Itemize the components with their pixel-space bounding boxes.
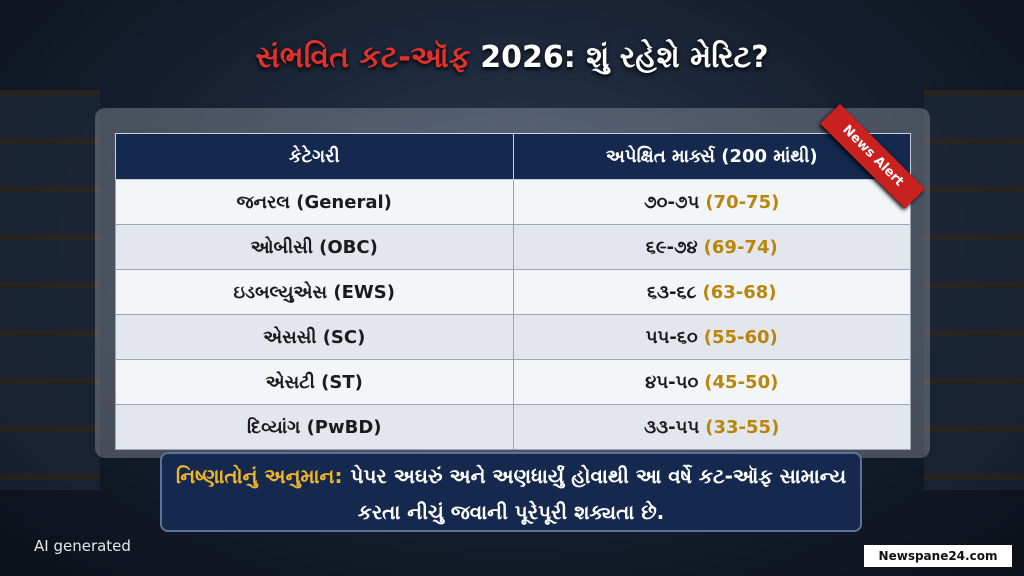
- table-row: એસસી (SC) ૫૫-૬૦ (55-60): [115, 314, 911, 360]
- category-cell: ઇડબલ્યુએસ (EWS): [115, 269, 514, 315]
- note-label: નિષ્ણાતોનું અનુમાન:: [175, 464, 343, 488]
- header-row: કેટેગરી અપેક્ષિત માર્ક્સ (200 માંથી): [115, 133, 911, 180]
- marks-gujarati: ૩૩-૫૫: [644, 416, 700, 438]
- table-row: દિવ્યાંગ (PwBD) ૩૩-૫૫ (33-55): [115, 404, 911, 450]
- title-rest: 2026: શું રહેશે મેરિટ?: [480, 40, 769, 75]
- cutoff-table: કેટેગરી અપેક્ષિત માર્ક્સ (200 માંથી) જનર…: [115, 133, 911, 450]
- title-highlight: સંભવિત કટ-ઑફ: [255, 40, 471, 75]
- marks-cell: ૭૦-૭૫ (70-75): [512, 179, 911, 225]
- marks-gujarati: ૫૫-૬૦: [645, 326, 698, 348]
- site-label: Newspane24.com: [864, 545, 1012, 567]
- marks-gujarati: ૬૩-૬૮: [646, 281, 697, 303]
- column-header: કેટેગરી: [115, 133, 514, 180]
- background-shelf: [924, 90, 1024, 490]
- table-row: એસટી (ST) ૪૫-૫૦ (45-50): [115, 359, 911, 405]
- table-row: જનરલ (General) ૭૦-૭૫ (70-75): [115, 179, 911, 225]
- category-cell: ઓબીસી (OBC): [115, 224, 514, 270]
- marks-latin: (63-68): [702, 281, 777, 303]
- background-shelf: [0, 90, 100, 490]
- marks-latin: (69-74): [703, 236, 778, 258]
- marks-cell: ૪૫-૫૦ (45-50): [512, 359, 911, 405]
- marks-cell: ૬૩-૬૮ (63-68): [512, 269, 911, 315]
- category-cell: જનરલ (General): [115, 179, 514, 225]
- marks-latin: (45-50): [704, 371, 779, 393]
- category-cell: દિવ્યાંગ (PwBD): [115, 404, 514, 450]
- marks-latin: (33-55): [705, 416, 780, 438]
- marks-cell: ૬૯-૭૪ (69-74): [512, 224, 911, 270]
- category-cell: એસટી (ST): [115, 359, 514, 405]
- title: સંભવિત કટ-ઑફ 2026: શું રહેશે મેરિટ?: [0, 40, 1024, 75]
- marks-cell: ૩૩-૫૫ (33-55): [512, 404, 911, 450]
- marks-gujarati: ૭૦-૭૫: [644, 191, 700, 213]
- marks-gujarati: ૪૫-૫૦: [645, 371, 699, 393]
- category-cell: એસસી (SC): [115, 314, 514, 360]
- marks-gujarati: ૬૯-૭૪: [645, 236, 698, 258]
- table-row: ઓબીસી (OBC) ૬૯-૭૪ (69-74): [115, 224, 911, 270]
- ai-label: AI generated: [34, 537, 131, 555]
- marks-latin: (55-60): [703, 326, 778, 348]
- note-text: પેપર અઘરું અને અણધાર્યું હોવાથી આ વર્ષે …: [350, 464, 847, 524]
- marks-latin: (70-75): [705, 191, 780, 213]
- marks-cell: ૫૫-૬૦ (55-60): [512, 314, 911, 360]
- expert-note: નિષ્ણાતોનું અનુમાન: પેપર અઘરું અને અણધાર્…: [160, 452, 862, 532]
- table-body: જનરલ (General) ૭૦-૭૫ (70-75) ઓબીસી (OBC) ૬૯-…: [115, 179, 911, 450]
- table-row: ઇડબલ્યુએસ (EWS) ૬૩-૬૮ (63-68): [115, 269, 911, 315]
